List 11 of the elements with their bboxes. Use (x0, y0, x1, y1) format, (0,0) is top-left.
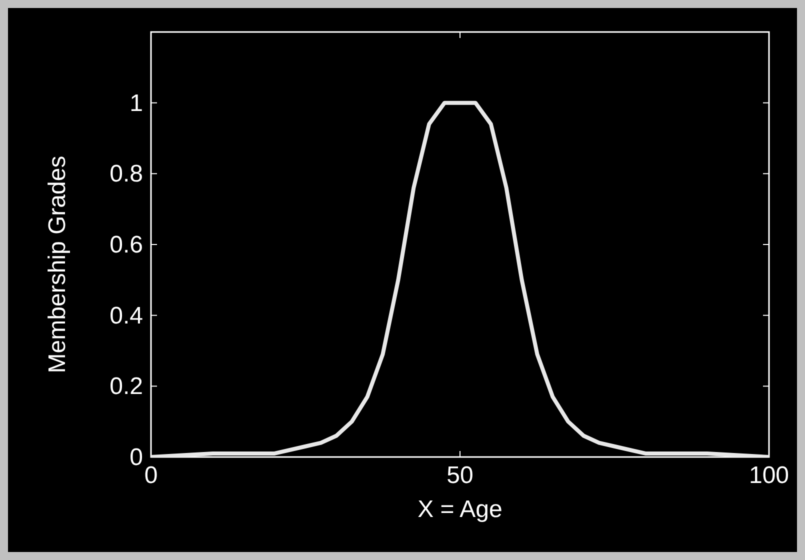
y-tick-label: 0.6 (110, 232, 143, 258)
x-tick-label: 100 (748, 462, 790, 489)
x-axis-title: X = Age (418, 496, 502, 523)
y-tick-label: 1 (130, 90, 143, 117)
y-axis-title: Membership Grades (44, 156, 71, 374)
x-tick-label: 50 (446, 462, 474, 489)
y-tick-label: 0.2 (110, 373, 143, 400)
line-series (151, 100, 769, 457)
y-tick-label: 0 (130, 444, 143, 471)
y-tick-label: 0.4 (110, 302, 143, 330)
y-tick-label: 0.8 (110, 160, 143, 188)
